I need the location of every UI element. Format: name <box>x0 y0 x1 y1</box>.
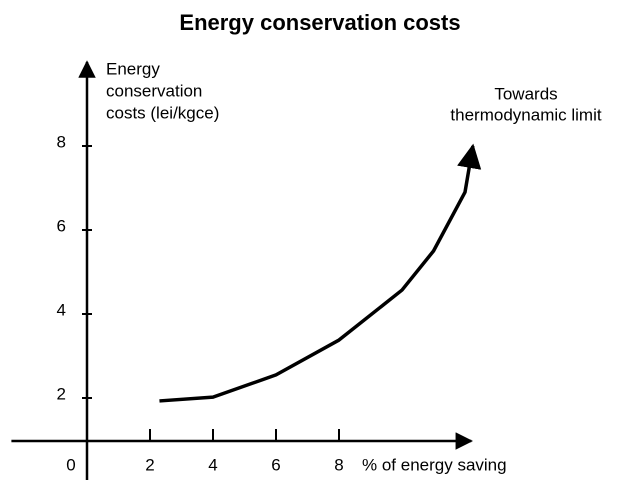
y-tick-label: 2 <box>57 384 66 403</box>
chart-title: Energy conservation costs <box>179 10 460 35</box>
x-tick-label: 6 <box>271 455 280 474</box>
x-tick-label: 2 <box>145 455 154 474</box>
y-tick-label: 4 <box>57 300 66 319</box>
annotation: Towards <box>494 84 557 103</box>
x-tick-label: 0 <box>66 455 75 474</box>
curve <box>159 143 482 403</box>
x-tick-label: 4 <box>208 455 217 474</box>
x-axis-label: % of energy saving <box>362 455 507 474</box>
annotation: thermodynamic limit <box>450 105 601 124</box>
y-axis-label: Energy <box>106 59 160 78</box>
y-axis-label: conservation <box>106 81 202 100</box>
y-axis-label: costs (lei/kgce) <box>106 103 219 122</box>
y-tick-label: 8 <box>57 132 66 151</box>
y-tick-label: 6 <box>57 216 66 235</box>
x-tick-label: 8 <box>334 455 343 474</box>
